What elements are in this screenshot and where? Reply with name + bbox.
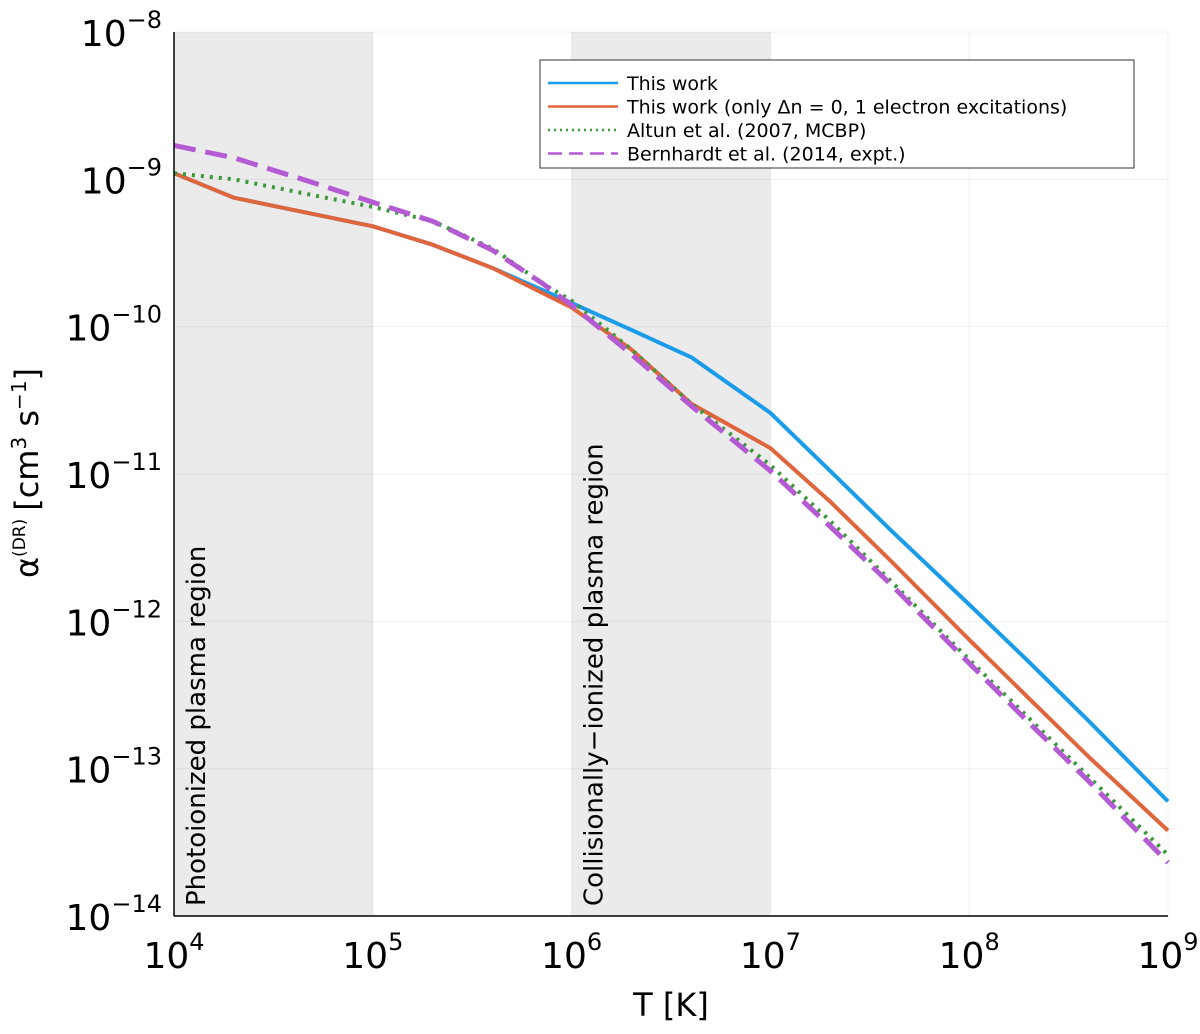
y-tick-label: 10−14 (66, 890, 162, 939)
tick-exponent: 8 (984, 928, 999, 956)
tick-exponent: 5 (388, 928, 403, 956)
tick-base: 10 (66, 751, 112, 792)
series-line (173, 171, 1170, 857)
x-tick-label: 106 (541, 928, 602, 977)
tick-base: 10 (81, 14, 127, 55)
region-labels: Photoionized plasma region Collisionally−… (182, 443, 610, 906)
shaded-region (174, 32, 373, 916)
tick-exponent: −13 (111, 743, 162, 771)
legend-label: This work (626, 73, 718, 95)
y-axis-unit-exp2: −1 (7, 380, 31, 409)
y-tick-label: 10−11 (66, 448, 162, 497)
series-line (173, 142, 1170, 865)
tick-base: 10 (342, 936, 388, 977)
tick-exponent: 6 (587, 928, 602, 956)
legend-label: This work (only Δn = 0, 1 electron excit… (626, 97, 1067, 119)
tick-base: 10 (66, 898, 112, 939)
tick-base: 10 (66, 309, 112, 350)
shaded-regions (174, 32, 771, 916)
x-tick-label: 109 (1137, 928, 1198, 977)
x-tick-labels: 104 105 106 107 108 109 (143, 928, 1198, 977)
region-label: Photoionized plasma region (182, 546, 212, 906)
y-axis-unit-mid: s (8, 410, 46, 437)
tick-exponent: −8 (127, 6, 162, 34)
tick-exponent: 7 (786, 928, 801, 956)
y-tick-label: 10−13 (66, 743, 162, 792)
tick-base: 10 (81, 161, 127, 202)
region-label: Collisionally−ionized plasma region (580, 443, 610, 906)
y-tick-label: 10−10 (66, 301, 162, 350)
legend-box (539, 59, 1135, 169)
x-axis-title: T [K] (632, 986, 709, 1024)
tick-base: 10 (1137, 936, 1183, 977)
y-axis-unit-close: ] (8, 368, 46, 380)
tick-base: 10 (740, 936, 786, 977)
y-axis-unit-open: [cm (8, 450, 46, 511)
tick-exponent: −14 (111, 890, 162, 918)
tick-base: 10 (541, 936, 587, 977)
shaded-region (571, 32, 771, 916)
tick-base: 10 (143, 936, 189, 977)
y-axis-unit-exp1: 3 (7, 437, 31, 450)
tick-exponent: −9 (127, 153, 162, 181)
x-tick-label: 108 (939, 928, 1000, 977)
tick-exponent: 9 (1183, 928, 1198, 956)
y-axis-superscript: (DR) (10, 519, 30, 557)
tick-exponent: −11 (111, 448, 162, 476)
x-tick-label: 107 (740, 928, 801, 977)
axes (173, 32, 1168, 917)
tick-exponent: 4 (189, 928, 204, 956)
legend-label: Altun et al. (2007, MCBP) (627, 120, 866, 142)
x-tick-label: 104 (143, 928, 204, 977)
legend-label: Bernhardt et al. (2014, expt.) (627, 144, 906, 166)
x-tick-label: 105 (342, 928, 403, 977)
y-tick-label: 10−9 (81, 153, 162, 202)
y-tick-label: 10−12 (66, 595, 162, 644)
y-axis-title: α(DR) [cm3 s−1] (7, 368, 46, 578)
y-axis-symbol: α (8, 557, 46, 578)
y-tick-label: 10−8 (81, 6, 162, 55)
series-lines (173, 142, 1170, 865)
tick-exponent: −12 (111, 595, 162, 623)
tick-base: 10 (939, 936, 985, 977)
tick-base: 10 (66, 603, 112, 644)
tick-exponent: −10 (111, 301, 162, 329)
tick-base: 10 (66, 456, 112, 497)
